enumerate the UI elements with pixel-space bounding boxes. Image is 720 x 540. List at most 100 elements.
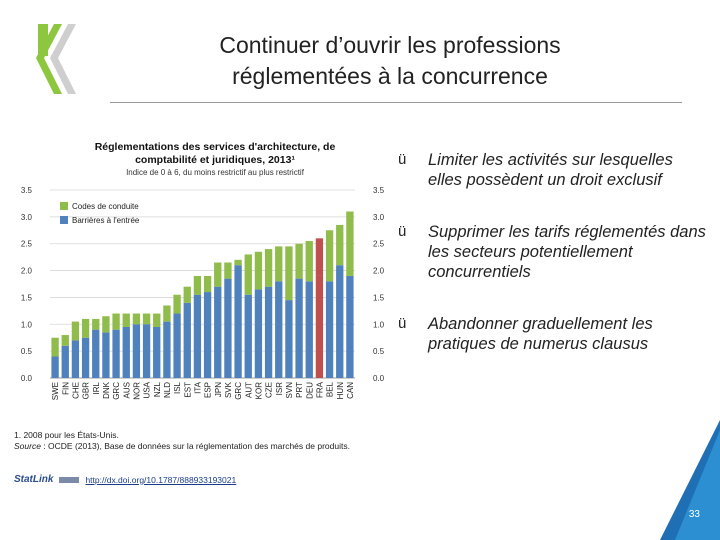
x-tick-label: AUT: [244, 382, 253, 398]
bar-barrieres: [346, 275, 354, 378]
y-tick-label-right: 3.0: [373, 213, 385, 222]
bar-codes-conduite: [183, 286, 191, 303]
y-tick-label-right: 1.5: [373, 293, 385, 302]
y-tick-label-right: 3.5: [373, 186, 385, 195]
x-tick-label: ISL: [173, 381, 182, 394]
legend-label: Barrières à l'entrée: [72, 216, 140, 225]
x-tick-label: PRT: [295, 382, 304, 398]
bar-codes-conduite: [244, 254, 252, 295]
bar-barrieres: [325, 281, 334, 378]
x-tick-label: CZE: [265, 382, 274, 398]
bar-codes-conduite: [71, 321, 80, 341]
bar-codes-conduite: [92, 318, 100, 330]
title-line-1: Continuer d’ouvrir les professions: [219, 32, 561, 58]
chart-subtitle: Indice de 0 à 6, du moins restrictif au …: [126, 168, 305, 177]
x-tick-label: FIN: [61, 382, 70, 395]
x-tick-label: SWE: [51, 382, 60, 400]
y-tick-label-right: 2.0: [373, 267, 385, 276]
x-tick-label: SVK: [224, 381, 233, 398]
y-tick-label-left: 1.5: [21, 293, 33, 302]
chart-title-line-1: Réglementations des services d'architect…: [95, 141, 336, 153]
bar-barrieres: [183, 302, 191, 378]
source-text: : OCDE (2013), Base de données sur la ré…: [40, 441, 350, 451]
bar-barrieres: [264, 286, 273, 378]
x-tick-label: CAN: [346, 382, 355, 399]
bar-barrieres: [51, 356, 59, 378]
title-divider: [110, 102, 682, 103]
bar-barrieres: [112, 329, 120, 378]
bar-codes-conduite: [325, 230, 334, 282]
bar-barrieres: [92, 329, 100, 378]
x-tick-label: BEL: [326, 381, 335, 397]
x-tick-label: AUS: [122, 382, 131, 398]
x-tick-label: FRA: [315, 381, 324, 398]
y-tick-label-right: 0.0: [373, 374, 385, 383]
bar-barrieres: [142, 324, 151, 378]
note-line-1: 1. 2008 pour les États-Unis.: [14, 430, 119, 440]
bar-barrieres: [163, 321, 171, 378]
bullet-item: ü Limiter les activités sur lesquelles e…: [398, 150, 708, 190]
oecd-logo: [34, 24, 76, 96]
y-tick-label-right: 1.0: [373, 320, 385, 329]
bar-codes-conduite: [51, 337, 59, 357]
bar-codes-conduite: [234, 259, 242, 266]
bar-barrieres: [132, 324, 141, 378]
x-tick-label: DNK: [102, 381, 111, 399]
y-tick-label-left: 0.0: [21, 374, 33, 383]
bar-barrieres: [285, 300, 293, 378]
bar-codes-conduite: [112, 313, 120, 330]
bar-codes-conduite: [214, 262, 222, 287]
check-icon: ü: [398, 315, 407, 332]
chart-title-line-2: comptabilité et juridiques, 2013¹: [135, 154, 295, 166]
arrow-icon: [59, 476, 80, 483]
bar-barrieres: [234, 265, 242, 378]
x-tick-label: CHE: [71, 382, 80, 399]
x-tick-label: HUN: [336, 382, 345, 400]
x-tick-label: EST: [183, 382, 192, 398]
legend-swatch: [60, 202, 68, 210]
bar-codes-conduite: [122, 313, 130, 327]
bullet-item: ü Abandonner graduellement les pratiques…: [398, 314, 708, 354]
x-tick-label: GRC: [234, 382, 243, 400]
bar-codes-conduite: [264, 249, 273, 287]
y-tick-label-left: 0.5: [21, 347, 33, 356]
bar-barrieres: [61, 345, 69, 378]
bullet-list: ü Limiter les activités sur lesquelles e…: [398, 150, 708, 382]
y-tick-label-left: 1.0: [21, 320, 33, 329]
bar-codes-conduite: [305, 241, 313, 282]
bar-barrieres: [244, 294, 252, 378]
bar-barrieres: [315, 275, 324, 378]
bar-barrieres: [254, 289, 263, 378]
bar-barrieres: [203, 292, 212, 378]
bar-chart: Réglementations des services d'architect…: [21, 141, 385, 400]
bar-barrieres: [193, 294, 202, 378]
title-line-2: réglementées à la concurrence: [232, 63, 548, 89]
x-tick-label: KOR: [254, 382, 263, 400]
bar-codes-conduite: [254, 251, 263, 290]
bar-barrieres: [275, 281, 283, 378]
x-tick-label: DEU: [305, 382, 314, 399]
bar-codes-conduite: [102, 316, 110, 333]
bar-codes-conduite: [163, 305, 171, 322]
y-tick-label-right: 0.5: [373, 347, 385, 356]
x-tick-label: GBR: [82, 382, 91, 400]
bar-codes-conduite: [61, 335, 69, 346]
legend-label: Codes de conduite: [72, 202, 139, 211]
bar-codes-conduite: [173, 294, 181, 314]
legend-swatch: [60, 216, 68, 224]
page-number: 33: [688, 509, 700, 520]
bar-barrieres: [305, 281, 313, 378]
bar-barrieres: [122, 326, 130, 378]
bar-codes-conduite: [193, 275, 202, 295]
bullet-text: Supprimer les tarifs réglementés dans le…: [428, 223, 706, 281]
slide-title: Continuer d’ouvrir les professions régle…: [110, 30, 670, 92]
bar-codes-conduite: [346, 211, 354, 276]
bar-codes-conduite: [132, 313, 141, 325]
statlink-url[interactable]: http://dx.doi.org/10.1787/888933193021: [85, 474, 237, 485]
x-tick-label: NOR: [132, 382, 141, 400]
bullet-item: ü Supprimer les tarifs réglementés dans …: [398, 222, 708, 282]
x-tick-label: ITA: [193, 381, 202, 394]
x-tick-label: USA: [143, 381, 152, 398]
chart-notes: 1. 2008 pour les États-Unis. Source : OC…: [14, 430, 350, 452]
bar-codes-conduite: [275, 246, 283, 282]
